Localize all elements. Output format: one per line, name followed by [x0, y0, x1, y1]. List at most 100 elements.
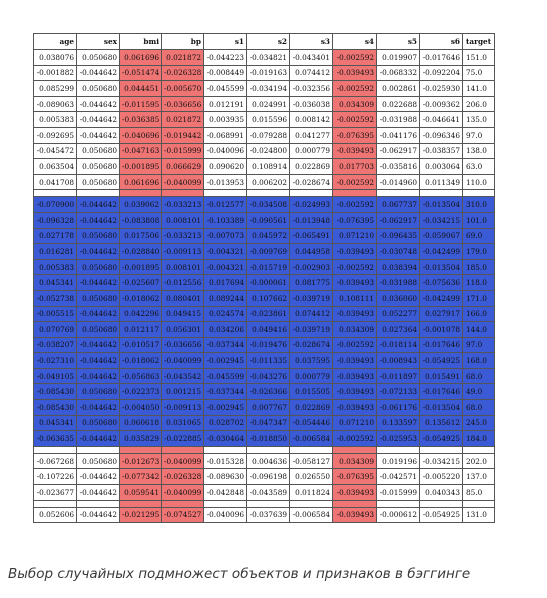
table-cell-s6: 0.027917	[419, 305, 463, 323]
table-cell-s4: -0.039493	[332, 64, 377, 82]
table-cell-s4: -0.039493	[332, 352, 377, 369]
table-cell-s1: -0.040096	[203, 142, 247, 160]
table-cell-s2: -0.019476	[246, 336, 290, 354]
table-cell-s6: -0.013504	[419, 258, 463, 276]
table-row: 0.005383 -0.044642 -0.036385 0.021872 0.0039…	[33, 111, 495, 128]
table-cell-s2: 0.006202	[246, 173, 290, 191]
gap-cell	[76, 445, 120, 454]
table-cell-sex: -0.044642	[76, 111, 120, 128]
gap-cell	[76, 189, 120, 198]
table-cell-s3: -0.039719	[289, 289, 333, 307]
table-cell-bp: -0.026328	[161, 64, 204, 82]
table-cell-s3: 0.000779	[289, 142, 333, 160]
table-cell-sex: -0.044642	[76, 126, 120, 144]
table-cell-target: 151.0	[462, 49, 495, 66]
table-cell-s3: -0.032356	[289, 80, 333, 97]
table-cell-bp: -0.036656	[161, 336, 204, 354]
table-cell-bp: -0.033213	[161, 196, 204, 213]
gap-cell	[289, 499, 333, 508]
table-cell-bp: 0.066629	[161, 158, 204, 175]
table-row: -0.049105 -0.044642 -0.056863 -0.043542 -0.0…	[33, 367, 495, 385]
table-header-row: age sex bmi bp s1 s2 s3 s4 s5 s6 target	[33, 33, 495, 50]
table-cell-s2: -0.096198	[246, 468, 290, 486]
table-cell-s1: -0.013953	[203, 173, 247, 191]
table-cell-s6: -0.046641	[419, 111, 463, 128]
table-cell-s5: 0.019907	[376, 49, 420, 66]
table-cell-target: 101.0	[462, 211, 495, 229]
table-cell-s1: -0.089630	[203, 468, 247, 486]
table-cell-s2: -0.019163	[246, 64, 290, 82]
table-cell-sex: -0.044642	[76, 211, 120, 229]
table-cell-target: 97.0	[462, 336, 495, 354]
table-cell-sex: -0.044642	[76, 196, 120, 213]
table-cell-s6: -0.005220	[419, 468, 463, 486]
table-row: -0.107226 -0.044642 -0.077342 -0.026328 -0.0…	[33, 468, 495, 486]
table-cell-s6: -0.013504	[419, 399, 463, 416]
table-cell-bmi: -0.011595	[119, 95, 162, 113]
table-cell-s6: -0.096346	[419, 126, 463, 144]
table-cell-s4: -0.002592	[332, 430, 377, 447]
table-cell-s5: -0.015999	[376, 484, 420, 501]
table-cell-bmi: -0.040696	[119, 126, 162, 144]
table-cell-s2: -0.024800	[246, 142, 290, 160]
table-cell-target: 179.0	[462, 243, 495, 260]
table-cell-sex: 0.050680	[76, 258, 120, 276]
table-cell-s4: -0.076395	[332, 468, 377, 486]
gap-cell	[246, 499, 290, 508]
gap-cell	[246, 189, 290, 198]
table-row: 0.005383 0.050680 -0.001895 0.008101 -0.0043…	[33, 258, 495, 276]
table-cell-bp: -0.015999	[161, 142, 204, 160]
table-cell-age: -0.085430	[33, 399, 77, 416]
gap-cell	[76, 499, 120, 508]
table-cell-s1: -0.042848	[203, 484, 247, 501]
table-cell-s1: 0.089244	[203, 289, 247, 307]
gap-cell	[33, 189, 77, 198]
table-cell-s2: -0.018850	[246, 430, 290, 447]
table-cell-s4: -0.039493	[332, 399, 377, 416]
table-cell-s3: -0.006584	[289, 506, 333, 524]
table-cell-bp: 0.056301	[161, 321, 204, 338]
table-cell-s5: 0.133597	[376, 414, 420, 432]
table-cell-target: 166.0	[462, 305, 495, 323]
table-cell-s5: 0.002861	[376, 80, 420, 97]
table-cell-bmi: -0.036385	[119, 111, 162, 128]
table-cell-age: -0.005515	[33, 305, 77, 323]
table-cell-target: 97.0	[462, 126, 495, 144]
table-cell-s2: 0.007767	[246, 399, 290, 416]
gap-cell	[203, 189, 247, 198]
table-cell-bmi: -0.047163	[119, 142, 162, 160]
table-cell-s4: -0.002592	[332, 80, 377, 97]
table-cell-s1: -0.004321	[203, 243, 247, 260]
table-cell-s5: -0.000612	[376, 506, 420, 524]
gap-cell	[203, 499, 247, 508]
table-cell-bmi: -0.001895	[119, 258, 162, 276]
table-cell-s6: -0.034215	[419, 211, 463, 229]
table-cell-age: -0.063635	[33, 430, 77, 447]
gap-cell	[203, 445, 247, 454]
table-cell-bmi: 0.039062	[119, 196, 162, 213]
gap-cell	[462, 189, 495, 198]
table-cell-s1: -0.030464	[203, 430, 247, 447]
table-cell-s6: -0.092204	[419, 64, 463, 82]
table-cell-bp: -0.036656	[161, 95, 204, 113]
table-cell-target: 310.0	[462, 196, 495, 213]
table-cell-s2: -0.015719	[246, 258, 290, 276]
table-cell-s5: 0.036060	[376, 289, 420, 307]
table-row: -0.085430 0.050680 -0.022373 0.001215 -0.037…	[33, 383, 495, 401]
table-row: -0.001882 -0.044642 -0.051474 -0.026328 -0.0…	[33, 64, 495, 82]
table-cell-s4: 0.017703	[332, 158, 377, 175]
table-cell-sex: -0.044642	[76, 367, 120, 385]
table-cell-s1: 0.012191	[203, 95, 247, 113]
table-cell-s3: -0.028674	[289, 173, 333, 191]
table-cell-age: -0.023677	[33, 484, 77, 501]
table-cell-age: -0.001882	[33, 64, 77, 82]
table-cell-s3: 0.022869	[289, 158, 333, 175]
table-cell-s5: -0.062917	[376, 142, 420, 160]
table-cell-bp: 0.008101	[161, 211, 204, 229]
table-cell-s5: 0.022688	[376, 95, 420, 113]
table-cell-s6: -0.009362	[419, 95, 463, 113]
table-row: 0.085299 0.050680 0.044451 -0.005670 -0.0455…	[33, 80, 495, 97]
table-cell-bp: 0.031065	[161, 414, 204, 432]
table-cell-bp: -0.022885	[161, 430, 204, 447]
table-cell-s5: -0.031988	[376, 274, 420, 291]
